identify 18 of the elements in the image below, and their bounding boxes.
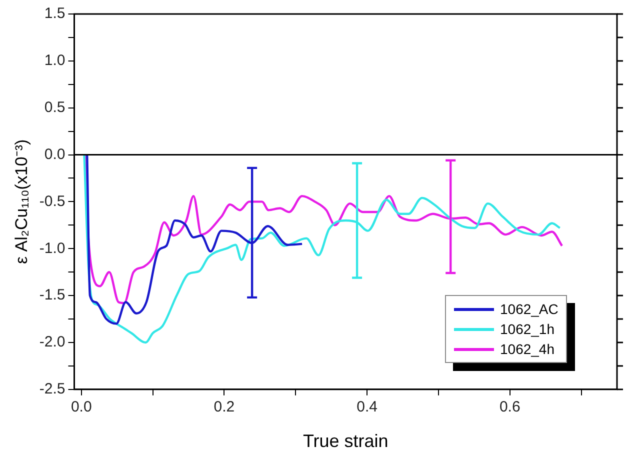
x-tick-label: 0.0 [70,398,92,416]
y-tick-label: -0.5 [39,192,66,210]
x-axis-title: True strain [302,431,388,452]
y-tick-label: -1.5 [39,286,66,304]
x-tick-label: 0.6 [499,398,520,416]
legend-label: 1062_4h [500,341,555,358]
y-tick-label: -1.0 [39,240,66,257]
y-tick-label: -2.5 [39,380,66,398]
x-tick-label: 0.4 [356,398,378,416]
legend-label: 1062_1h [500,321,555,338]
y-tick-label: 1.0 [44,52,66,70]
x-tick-label: 0.2 [214,398,235,416]
y-tick-label: 1.5 [44,5,66,22]
y-tick-label: 0.5 [44,98,66,116]
y-axis-title: ε Al₂Cu₁₁₀(x10⁻³) [12,139,31,264]
y-tick-label: 0.0 [44,146,66,163]
y-tick-label: -2.0 [39,334,66,351]
legend-label: 1062_AC [500,301,558,318]
